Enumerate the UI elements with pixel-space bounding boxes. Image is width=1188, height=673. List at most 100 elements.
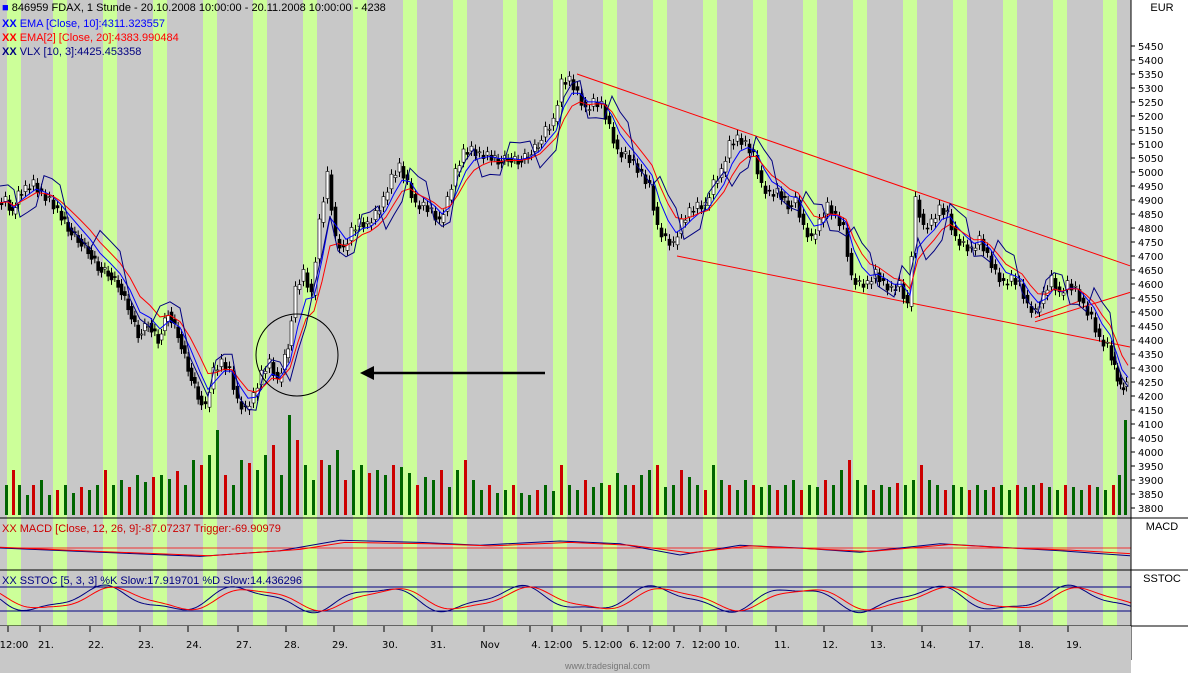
candle-body xyxy=(1089,311,1094,315)
volume-bar xyxy=(792,480,795,515)
volume-bar xyxy=(1072,487,1075,515)
volume-bar xyxy=(280,475,283,515)
volume-bar xyxy=(992,487,995,515)
candle-body xyxy=(1073,285,1078,288)
candle-body xyxy=(993,264,998,270)
y-tick-label: 4550 xyxy=(1138,294,1163,305)
candle-body xyxy=(485,151,490,156)
volume-bar xyxy=(768,485,771,515)
candle-body xyxy=(771,194,776,197)
candle-body xyxy=(106,270,110,277)
volume-bar xyxy=(680,470,683,515)
volume-bar xyxy=(552,491,555,515)
volume-bar xyxy=(480,490,483,515)
candle-body xyxy=(723,161,728,173)
x-tick-label: 12:00 xyxy=(692,640,721,651)
volume-bar xyxy=(608,485,611,515)
candle-body xyxy=(1013,278,1018,285)
volume-bar xyxy=(5,485,8,515)
volume-bar xyxy=(1064,485,1067,515)
candle-body xyxy=(361,222,366,228)
y-tick-label: 4950 xyxy=(1138,182,1163,193)
volume-bar xyxy=(984,490,987,515)
candle-body xyxy=(385,191,390,201)
candle-body xyxy=(667,238,672,246)
volume-bar xyxy=(384,475,387,515)
candle-body xyxy=(31,179,36,187)
session-band xyxy=(203,0,217,628)
candle-body xyxy=(805,227,810,238)
candle-body xyxy=(825,201,830,215)
candle-body xyxy=(981,238,986,252)
candle-body xyxy=(51,199,56,210)
y-tick-label: 3850 xyxy=(1138,490,1163,501)
x-tick-label: 12:00 xyxy=(0,640,28,651)
volume-bar xyxy=(200,465,203,515)
candle-body xyxy=(401,166,406,179)
session-band xyxy=(353,0,367,628)
candle-body xyxy=(389,173,394,190)
candle-body xyxy=(973,247,978,251)
sstoc-panel xyxy=(0,584,1132,614)
x-tick-label: 7. xyxy=(675,640,685,651)
candle-body xyxy=(76,235,80,243)
candle-body xyxy=(977,235,982,246)
sstoc-label: SSTOC xyxy=(1140,573,1184,585)
candle-body xyxy=(579,93,584,106)
candle-body xyxy=(425,205,430,213)
candle-body xyxy=(809,233,814,237)
candle-body xyxy=(861,283,866,288)
candle-body xyxy=(55,205,60,209)
volume-bar xyxy=(416,485,419,515)
volume-bar xyxy=(576,490,579,515)
candle-body xyxy=(59,210,64,221)
x-tick-label: 11. xyxy=(774,640,790,651)
candle-body xyxy=(317,218,322,260)
x-tick-label: 12. xyxy=(822,640,838,651)
y-axis-background xyxy=(1131,0,1188,673)
candle-body xyxy=(139,333,144,336)
y-tick-label: 3800 xyxy=(1138,504,1163,515)
candles xyxy=(0,71,1129,416)
candle-body xyxy=(735,134,740,142)
candle-body xyxy=(215,369,220,372)
macd-trigger-line xyxy=(0,541,1131,557)
candle-body xyxy=(449,189,454,201)
session-band xyxy=(453,0,467,628)
candle-body xyxy=(1121,387,1126,391)
volume-bar xyxy=(656,465,659,515)
volume-bar xyxy=(688,477,691,515)
candle-body xyxy=(519,160,524,163)
y-tick-label: 3900 xyxy=(1138,476,1163,487)
volume-bar xyxy=(18,485,21,515)
volume-bar xyxy=(896,483,899,515)
candle-body xyxy=(301,269,306,282)
candle-body xyxy=(997,272,1002,283)
volume-bar xyxy=(640,475,643,515)
volume-bar xyxy=(152,477,155,515)
y-tick-label: 4650 xyxy=(1138,266,1163,277)
candle-body xyxy=(159,333,164,341)
volume-bar xyxy=(408,473,411,515)
candle-body xyxy=(189,367,194,381)
candle-body xyxy=(219,358,224,367)
volume-bar xyxy=(144,482,147,515)
volume-bar xyxy=(584,480,587,515)
volume-bar xyxy=(104,470,107,515)
volume-bar xyxy=(544,485,547,515)
x-tick-label: 27. xyxy=(236,640,252,651)
volume-bar xyxy=(128,487,131,515)
volume-bar xyxy=(496,493,499,515)
candle-body xyxy=(727,140,732,159)
candle-body xyxy=(393,175,398,178)
candle-body xyxy=(829,205,834,215)
candle-body xyxy=(445,196,450,212)
candle-body xyxy=(293,285,298,318)
candle-body xyxy=(885,283,890,291)
volume-bar xyxy=(304,465,307,515)
x-tick-label: 28. xyxy=(284,640,300,651)
sstoc-d-line xyxy=(0,586,1132,612)
legend-text: EMA [Close, 10]:4311.323557 xyxy=(19,18,166,30)
candle-body xyxy=(731,143,736,146)
